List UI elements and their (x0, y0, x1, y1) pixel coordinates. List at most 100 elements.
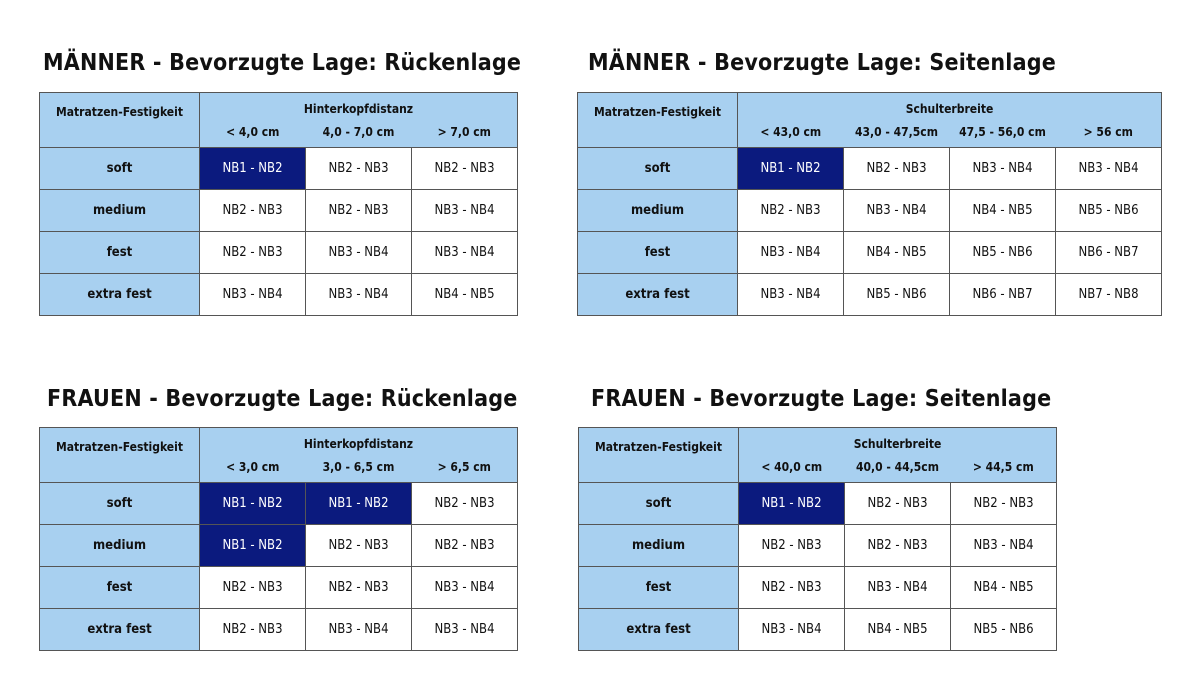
table-cell: NB2 - NB3 (738, 524, 845, 567)
size-table: Matratzen-Festigkeit Schulterbreite < 43,… (577, 92, 1162, 316)
row-label: extra fest (39, 273, 200, 316)
table-cell: NB2 - NB3 (738, 566, 845, 609)
corner-header: Matratzen-Festigkeit (39, 92, 200, 148)
table-cell: NB3 - NB4 (1055, 147, 1162, 190)
table-row: medium NB2 - NB3 NB3 - NB4 NB4 - NB5 NB5 - N… (577, 189, 1162, 232)
size-table: Matratzen-Festigkeit Schulterbreite < 40,… (578, 427, 1058, 651)
table-cell: NB3 - NB4 (305, 608, 412, 651)
table-cell: NB3 - NB4 (411, 608, 518, 651)
table-cell: NB3 - NB4 (737, 273, 844, 316)
table-cell: NB3 - NB4 (738, 608, 845, 651)
table-cell: NB2 - NB3 (844, 482, 951, 525)
table-cell: NB3 - NB4 (844, 566, 951, 609)
corner-header: Matratzen-Festigkeit (577, 92, 738, 148)
table-cell: NB2 - NB3 (949, 482, 1058, 525)
table-cell: NB7 - NB8 (1055, 273, 1162, 316)
table-cell: NB2 - NB3 (411, 524, 518, 567)
highlighted-cell: NB1 - NB2 (738, 482, 845, 525)
size-table: Matratzen-Festigkeit Hinterkopfdistanz < … (39, 92, 518, 316)
table-cell: NB6 - NB7 (1055, 231, 1162, 274)
table-cell: NB4 - NB5 (411, 273, 518, 316)
row-label: medium (578, 524, 739, 567)
table-row: fest NB2 - NB3 NB3 - NB4 NB3 - NB4 (39, 231, 518, 274)
highlighted-cell: NB1 - NB2 (305, 482, 412, 525)
table-cell: NB2 - NB3 (199, 231, 306, 274)
column-header: 43,0 - 47,5cm (843, 125, 950, 148)
table-cell: NB4 - NB5 (843, 231, 950, 274)
table-title: FRAUEN - Bevorzugte Lage: Seitenlage (591, 386, 1052, 412)
table-cell: NB2 - NB3 (199, 189, 306, 232)
column-header: < 4,0 cm (199, 125, 306, 148)
column-header: > 7,0 cm (411, 125, 518, 148)
table-cell: NB3 - NB4 (411, 566, 518, 609)
table-row: medium NB1 - NB2 NB2 - NB3 NB2 - NB3 (39, 524, 518, 567)
highlighted-cell: NB1 - NB2 (199, 147, 306, 190)
table-cell: NB2 - NB3 (305, 147, 412, 190)
column-header: < 40,0 cm (738, 460, 845, 483)
table-cell: NB5 - NB6 (1055, 189, 1162, 232)
column-header: > 6,5 cm (411, 460, 518, 483)
group-header: Schulterbreite (737, 92, 1162, 125)
row-label: extra fest (39, 608, 200, 651)
table-row: extra fest NB3 - NB4 NB3 - NB4 NB4 - NB5 (39, 273, 518, 316)
column-header: 47,5 - 56,0 cm (949, 125, 1056, 148)
row-label: medium (39, 524, 200, 567)
table-cell: NB2 - NB3 (411, 482, 518, 525)
table-cell: NB2 - NB3 (737, 189, 844, 232)
column-header: 40,0 - 44,5cm (844, 460, 951, 483)
table-cell: NB3 - NB4 (411, 231, 518, 274)
row-label: medium (39, 189, 200, 232)
group-header: Hinterkopfdistanz (199, 92, 518, 125)
table-cell: NB3 - NB4 (411, 189, 518, 232)
table-cell: NB2 - NB3 (305, 189, 412, 232)
column-header: 3,0 - 6,5 cm (305, 460, 412, 483)
table-cell: NB3 - NB4 (305, 273, 412, 316)
table-cell: NB2 - NB3 (305, 524, 412, 567)
corner-header: Matratzen-Festigkeit (39, 427, 200, 483)
table-cell: NB2 - NB3 (199, 608, 306, 651)
table-row: extra fest NB3 - NB4 NB5 - NB6 NB6 - NB7 NB7… (577, 273, 1162, 316)
table-row: soft NB1 - NB2 NB2 - NB3 NB2 - NB3 (578, 482, 1058, 525)
row-label: soft (39, 482, 200, 525)
table-row: extra fest NB2 - NB3 NB3 - NB4 NB3 - NB4 (39, 608, 518, 651)
row-label: fest (578, 566, 739, 609)
table-cell: NB3 - NB4 (949, 147, 1056, 190)
row-label: fest (577, 231, 738, 274)
table-row: soft NB1 - NB2 NB1 - NB2 NB2 - NB3 (39, 482, 518, 525)
size-table: Matratzen-Festigkeit Hinterkopfdistanz < … (39, 427, 518, 651)
table-cell: NB3 - NB4 (199, 273, 306, 316)
row-label: fest (39, 231, 200, 274)
row-label: extra fest (577, 273, 738, 316)
column-header: > 44,5 cm (950, 460, 1058, 483)
row-label: soft (577, 147, 738, 190)
table-cell: NB2 - NB3 (305, 566, 412, 609)
corner-header: Matratzen-Festigkeit (578, 427, 739, 483)
highlighted-cell: NB1 - NB2 (199, 524, 306, 567)
table-cell: NB4 - NB5 (949, 566, 1058, 609)
table-row: soft NB1 - NB2 NB2 - NB3 NB3 - NB4 NB3 - NB4 (577, 147, 1162, 190)
table-cell: NB3 - NB4 (305, 231, 412, 274)
table-cell: NB4 - NB5 (844, 608, 951, 651)
table-row: extra fest NB3 - NB4 NB4 - NB5 NB5 - NB6 (578, 608, 1058, 651)
row-label: medium (577, 189, 738, 232)
table-cell: NB2 - NB3 (411, 147, 518, 190)
table-cell: NB3 - NB4 (737, 231, 844, 274)
table-cell: NB2 - NB3 (843, 147, 950, 190)
table-cell: NB6 - NB7 (949, 273, 1056, 316)
table-cell: NB3 - NB4 (949, 524, 1058, 567)
table-cell: NB5 - NB6 (949, 608, 1058, 651)
row-label: extra fest (578, 608, 739, 651)
table-cell: NB3 - NB4 (843, 189, 950, 232)
column-header: < 3,0 cm (199, 460, 306, 483)
group-header: Schulterbreite (737, 427, 1058, 460)
table-cell: NB5 - NB6 (949, 231, 1056, 274)
highlighted-cell: NB1 - NB2 (737, 147, 844, 190)
highlighted-cell: NB1 - NB2 (199, 482, 306, 525)
row-label: soft (39, 147, 200, 190)
table-row: fest NB2 - NB3 NB2 - NB3 NB3 - NB4 (39, 566, 518, 609)
row-label: fest (39, 566, 200, 609)
table-title: MÄNNER - Bevorzugte Lage: Rückenlage (43, 50, 522, 76)
column-header: > 56 cm (1055, 125, 1162, 148)
table-cell: NB2 - NB3 (844, 524, 951, 567)
column-header: < 43,0 cm (737, 125, 844, 148)
